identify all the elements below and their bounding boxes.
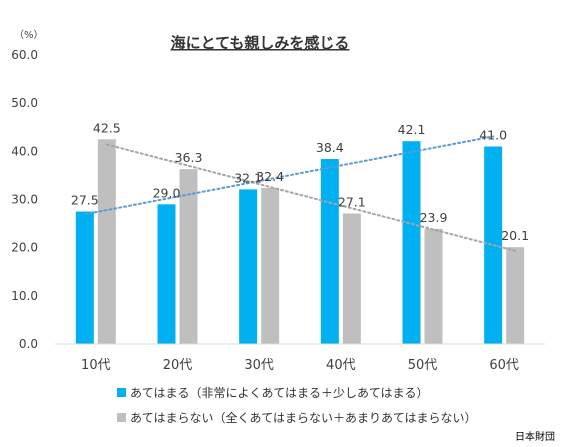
y-tick-label: 20.0 (11, 241, 38, 255)
data-label: 41.0 (479, 128, 507, 143)
trendline-atehamaranai (105, 143, 517, 252)
y-tick-label: 60.0 (11, 48, 38, 62)
data-label: 29.0 (153, 185, 181, 200)
x-tick-label: 20代 (163, 358, 193, 373)
legend-label: あてはまらない（全くあてはまらない＋あまりあてはまらない） (130, 410, 477, 425)
bar-atehamaranai (261, 187, 280, 344)
y-tick-label: 30.0 (11, 193, 38, 207)
source-credit: 日本財団 (515, 430, 555, 443)
x-axis: 10代 20代 30代 40代 50代 60代 (55, 343, 545, 373)
y-unit-label: （%） (14, 29, 44, 41)
bars (75, 139, 525, 344)
bar-atehamaru (157, 204, 176, 344)
bar-atehamaru (75, 211, 94, 344)
y-tick-label: 40.0 (11, 144, 38, 158)
data-label: 38.4 (316, 140, 344, 155)
trendline-atehamaru (83, 135, 495, 216)
bar-atehamaranai (506, 247, 525, 344)
legend-swatch (117, 388, 126, 397)
y-tick-label: 0.0 (19, 337, 38, 351)
data-label: 27.1 (338, 194, 366, 209)
data-label: 42.5 (93, 120, 121, 135)
data-label: 36.3 (175, 150, 203, 165)
x-tick-label: 30代 (244, 358, 274, 373)
data-label: 32.1 (234, 170, 262, 185)
bar-atehamaru (320, 159, 339, 344)
x-tick-label: 40代 (326, 358, 356, 373)
y-tick-label: 10.0 (11, 289, 38, 303)
x-tick-label: 60代 (489, 358, 519, 373)
bar-atehamaranai (179, 169, 198, 344)
chart-title: 海にとても親しみを感じる (171, 34, 350, 52)
x-tick-label: 10代 (81, 358, 111, 373)
data-label: 23.9 (420, 210, 448, 225)
bar-atehamaranai (342, 213, 361, 344)
data-label: 27.5 (71, 193, 99, 208)
y-tick-label: 50.0 (11, 96, 38, 110)
bar-atehamaranai (97, 139, 116, 344)
trendlines (83, 135, 517, 252)
data-label: 42.1 (398, 122, 426, 137)
bar-atehamaru (239, 189, 258, 344)
data-label: 20.1 (501, 228, 529, 243)
legend: あてはまる（非常によくあてはまる＋少しあてはまる） あてはまらない（全くあてはまら… (117, 386, 477, 425)
y-axis: 0.0 10.0 20.0 30.0 40.0 50.0 60.0 (11, 48, 38, 351)
legend-swatch (117, 413, 126, 422)
legend-label: あてはまる（非常によくあてはまる＋少しあてはまる） (130, 386, 429, 400)
bar-atehamaru (402, 141, 421, 344)
x-tick-label: 50代 (408, 358, 438, 373)
data-labels: 27.5 42.5 29.0 36.3 32.132.4 38.4 27.1 42.1 23.9… (71, 120, 529, 243)
data-label: 32.4 (256, 169, 284, 184)
bar-atehamaranai (424, 228, 443, 344)
